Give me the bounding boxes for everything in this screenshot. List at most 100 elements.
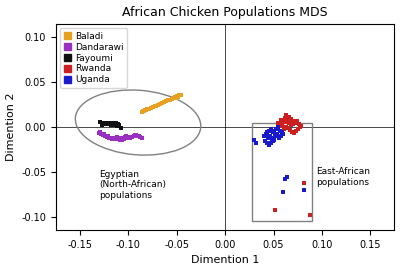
Point <box>287 128 293 132</box>
Text: Egyptian
(North-African)
populations: Egyptian (North-African) populations <box>99 170 166 200</box>
Point <box>270 136 277 140</box>
Point <box>277 122 284 127</box>
Point <box>129 135 136 139</box>
Point <box>141 109 147 113</box>
Point <box>266 143 272 147</box>
Point <box>280 132 286 136</box>
Point <box>108 136 114 140</box>
Point <box>275 120 282 125</box>
Point <box>292 120 298 125</box>
Point <box>148 106 154 110</box>
Point <box>174 93 180 98</box>
Point <box>251 137 257 142</box>
Title: African Chicken Populations MDS: African Chicken Populations MDS <box>122 6 328 18</box>
Point <box>109 121 115 125</box>
Point <box>279 130 286 135</box>
Point <box>127 136 134 140</box>
Point <box>279 124 286 128</box>
Point <box>282 118 288 122</box>
Point <box>125 135 132 139</box>
Y-axis label: Dimention 2: Dimention 2 <box>6 93 16 161</box>
Point <box>133 133 139 137</box>
Point <box>108 123 114 127</box>
Point <box>123 134 130 138</box>
Point <box>264 136 271 140</box>
Point <box>277 128 284 133</box>
Point <box>278 134 284 138</box>
Point <box>104 122 110 127</box>
Point <box>283 113 289 118</box>
Point <box>269 130 276 135</box>
Point <box>294 127 301 131</box>
Point <box>110 137 116 141</box>
Point <box>111 120 117 125</box>
Point <box>99 123 106 127</box>
Point <box>301 180 308 185</box>
Point <box>290 119 296 123</box>
Point <box>288 123 294 127</box>
Point <box>103 120 109 125</box>
Point <box>139 136 145 140</box>
Point <box>172 96 179 101</box>
Point <box>121 135 128 139</box>
Point <box>102 134 108 138</box>
Point <box>135 134 141 138</box>
Point <box>268 127 274 131</box>
X-axis label: Dimention 1: Dimention 1 <box>191 256 259 265</box>
Point <box>112 123 118 127</box>
Point <box>113 137 119 141</box>
Point <box>114 122 121 127</box>
Point <box>100 133 106 137</box>
Point <box>174 95 181 100</box>
Point <box>116 123 122 127</box>
Point <box>116 137 123 142</box>
Point <box>290 122 296 127</box>
Point <box>98 132 104 136</box>
Point <box>157 102 164 106</box>
Point <box>284 175 290 179</box>
Point <box>96 131 102 136</box>
Point <box>119 136 126 140</box>
Bar <box>252 122 312 221</box>
Point <box>296 122 302 127</box>
Point <box>292 128 299 133</box>
Point <box>286 121 292 125</box>
Point <box>282 177 288 181</box>
Point <box>271 137 278 142</box>
Point <box>106 136 112 140</box>
Point <box>280 120 286 124</box>
Point <box>128 135 134 139</box>
Point <box>146 107 152 111</box>
Point <box>137 135 143 139</box>
Point <box>99 121 106 125</box>
Point <box>104 135 110 139</box>
Point <box>136 134 142 138</box>
Point <box>171 96 177 101</box>
Point <box>140 109 146 113</box>
Point <box>301 188 308 192</box>
Point <box>284 120 290 124</box>
Point <box>102 120 108 125</box>
Point <box>163 99 169 103</box>
Point <box>275 125 282 129</box>
Point <box>266 128 272 133</box>
Point <box>172 94 178 99</box>
Point <box>114 135 120 139</box>
Point <box>161 100 167 104</box>
Point <box>118 126 124 130</box>
Point <box>269 139 276 144</box>
Point <box>143 108 149 112</box>
Point <box>298 124 304 128</box>
Point <box>110 122 116 127</box>
Point <box>264 130 270 135</box>
Point <box>253 141 259 145</box>
Point <box>279 130 286 135</box>
Point <box>139 109 145 114</box>
Point <box>262 132 269 136</box>
Point <box>155 102 162 107</box>
Point <box>278 118 284 122</box>
Point <box>296 125 303 129</box>
Point <box>116 136 122 140</box>
Point <box>276 136 282 140</box>
Point <box>291 131 297 136</box>
